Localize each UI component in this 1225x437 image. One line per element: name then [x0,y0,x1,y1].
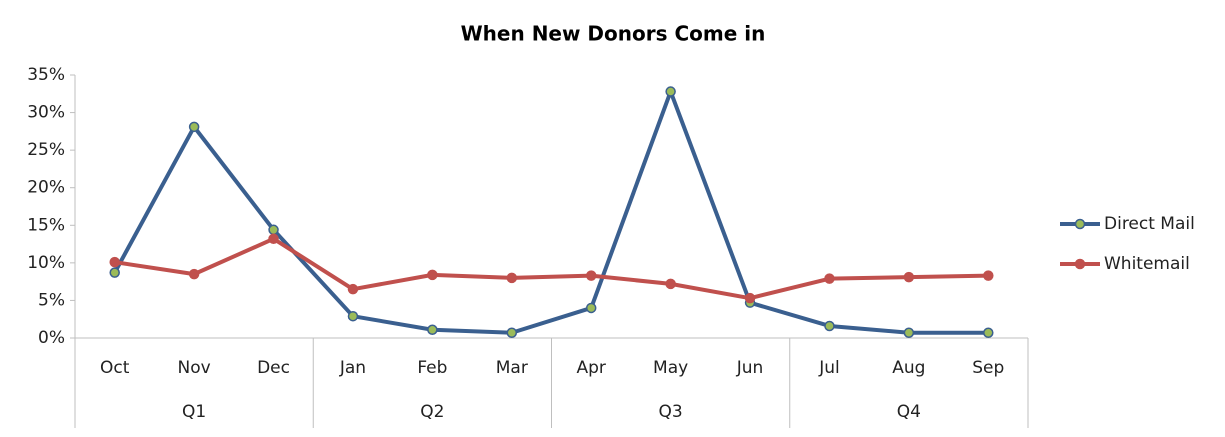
y-tick-label: 35% [27,65,65,85]
series-marker [427,324,438,335]
series-marker [983,327,994,338]
x-tick-label: Oct [100,358,130,378]
series-marker [903,327,915,338]
series-marker [506,327,518,338]
group-label: Q3 [659,402,683,422]
x-tick-label: Mar [496,358,528,378]
series-marker [268,224,279,236]
y-tick-label: 5% [38,290,65,310]
y-tick-label: 25% [27,140,65,160]
x-tick-label: Nov [178,358,211,378]
series-marker [347,283,359,295]
group-label: Q1 [182,402,206,422]
series-marker [109,256,120,268]
series-marker [427,269,438,281]
legend-marker [1074,218,1086,230]
series-line [114,236,989,301]
chart-title: When New Donors Come in [461,22,766,46]
legend-label: Direct Mail [1104,214,1195,234]
series-marker [188,121,200,133]
group-label: Q4 [897,402,921,422]
x-tick-label: Jan [339,358,366,378]
series-marker [268,233,279,245]
x-tick-label: May [653,358,688,378]
series-marker [744,292,756,304]
x-tick-label: Aug [892,358,925,378]
series-marker [585,270,597,281]
x-tick-label: Feb [417,358,447,378]
y-tick-label: 10% [27,253,65,273]
y-tick-label: 15% [27,215,65,235]
series-marker [824,320,835,332]
x-tick-label: Apr [576,358,605,378]
y-tick-label: 30% [27,103,65,123]
series-marker [903,271,915,283]
series-marker [347,310,359,322]
group-label: Q2 [420,402,444,422]
series-marker [824,273,835,284]
series-marker [665,278,676,290]
series-marker [665,86,676,97]
legend-marker [1074,258,1086,270]
x-tick-label: Dec [257,358,290,378]
legend-label: Whitemail [1104,254,1190,274]
series-marker [188,268,200,280]
series-marker [506,272,518,284]
series-marker [983,270,994,281]
series-line [112,89,989,335]
x-tick-label: Jun [736,358,764,378]
y-tick-label: 20% [27,178,65,198]
series-marker [109,267,120,278]
series-marker [585,302,597,314]
y-tick-label: 0% [38,328,65,348]
x-tick-label: Sep [972,358,1004,378]
x-tick-label: Jul [818,358,840,378]
